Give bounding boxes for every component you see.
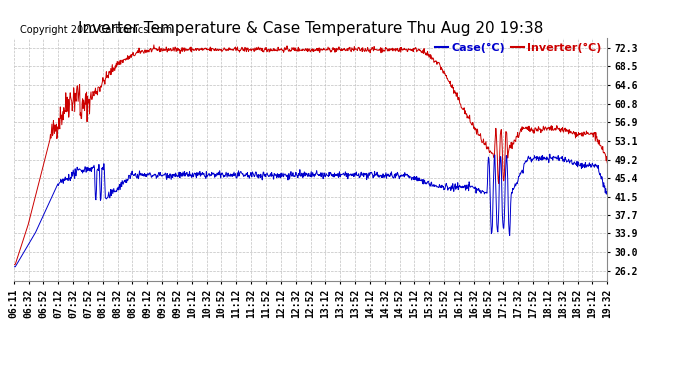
Title: Inverter Temperature & Case Temperature Thu Aug 20 19:38: Inverter Temperature & Case Temperature … [78, 21, 543, 36]
Legend: Case(°C), Inverter(°C): Case(°C), Inverter(°C) [430, 39, 606, 58]
Text: Copyright 2020 Cartronics.com: Copyright 2020 Cartronics.com [20, 25, 172, 35]
